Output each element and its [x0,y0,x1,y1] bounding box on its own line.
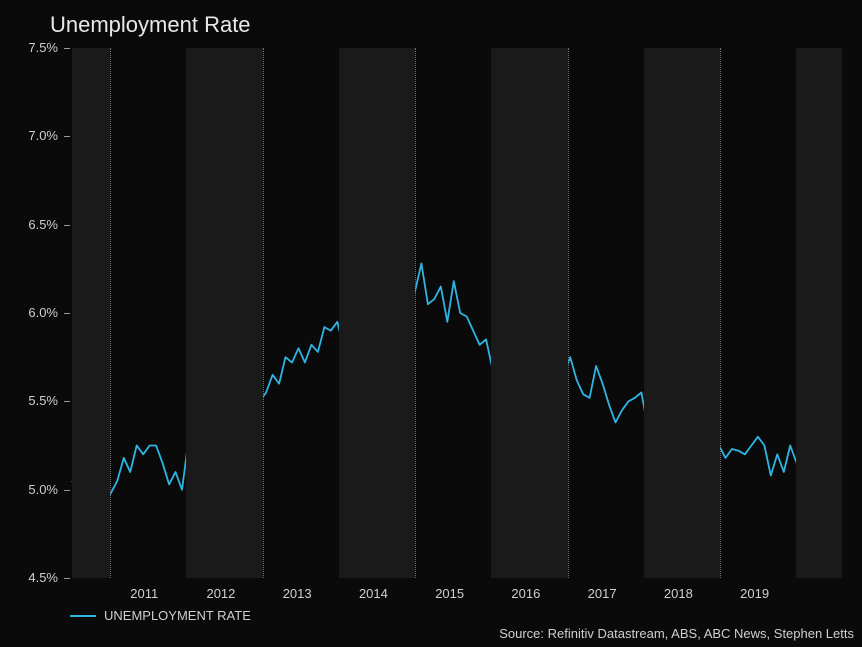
xtick-label: 2015 [435,586,464,601]
chart-title: Unemployment Rate [50,12,251,38]
ytick-mark [64,490,70,491]
plot-area [72,48,842,578]
ytick-mark [64,313,70,314]
year-band [644,48,720,578]
ytick-label: 6.0% [28,305,58,320]
ytick-label: 5.0% [28,482,58,497]
ytick-mark [64,578,70,579]
xtick-label: 2018 [664,586,693,601]
xtick-label: 2017 [588,586,617,601]
xtick-label: 2013 [283,586,312,601]
year-band [339,48,415,578]
year-gridline [415,48,416,578]
year-band [186,48,262,578]
source-text: Source: Refinitiv Datastream, ABS, ABC N… [499,626,854,641]
year-gridline [263,48,264,578]
xtick-label: 2012 [206,586,235,601]
year-gridline [720,48,721,578]
ytick-mark [64,225,70,226]
ytick-mark [64,401,70,402]
legend: UNEMPLOYMENT RATE [70,608,251,623]
year-band [491,48,567,578]
ytick-label: 7.5% [28,40,58,55]
legend-label: UNEMPLOYMENT RATE [104,608,251,623]
ytick-mark [64,136,70,137]
year-band [72,48,110,578]
xtick-label: 2016 [511,586,540,601]
ytick-label: 5.5% [28,393,58,408]
year-band [796,48,842,578]
ytick-label: 7.0% [28,128,58,143]
legend-swatch [70,615,96,617]
xtick-label: 2019 [740,586,769,601]
ytick-mark [64,48,70,49]
year-gridline [568,48,569,578]
ytick-label: 4.5% [28,570,58,585]
year-gridline [110,48,111,578]
xtick-label: 2014 [359,586,388,601]
ytick-label: 6.5% [28,217,58,232]
unemployment-chart: Unemployment Rate UNEMPLOYMENT RATE Sour… [0,0,862,647]
xtick-label: 2011 [130,586,158,601]
